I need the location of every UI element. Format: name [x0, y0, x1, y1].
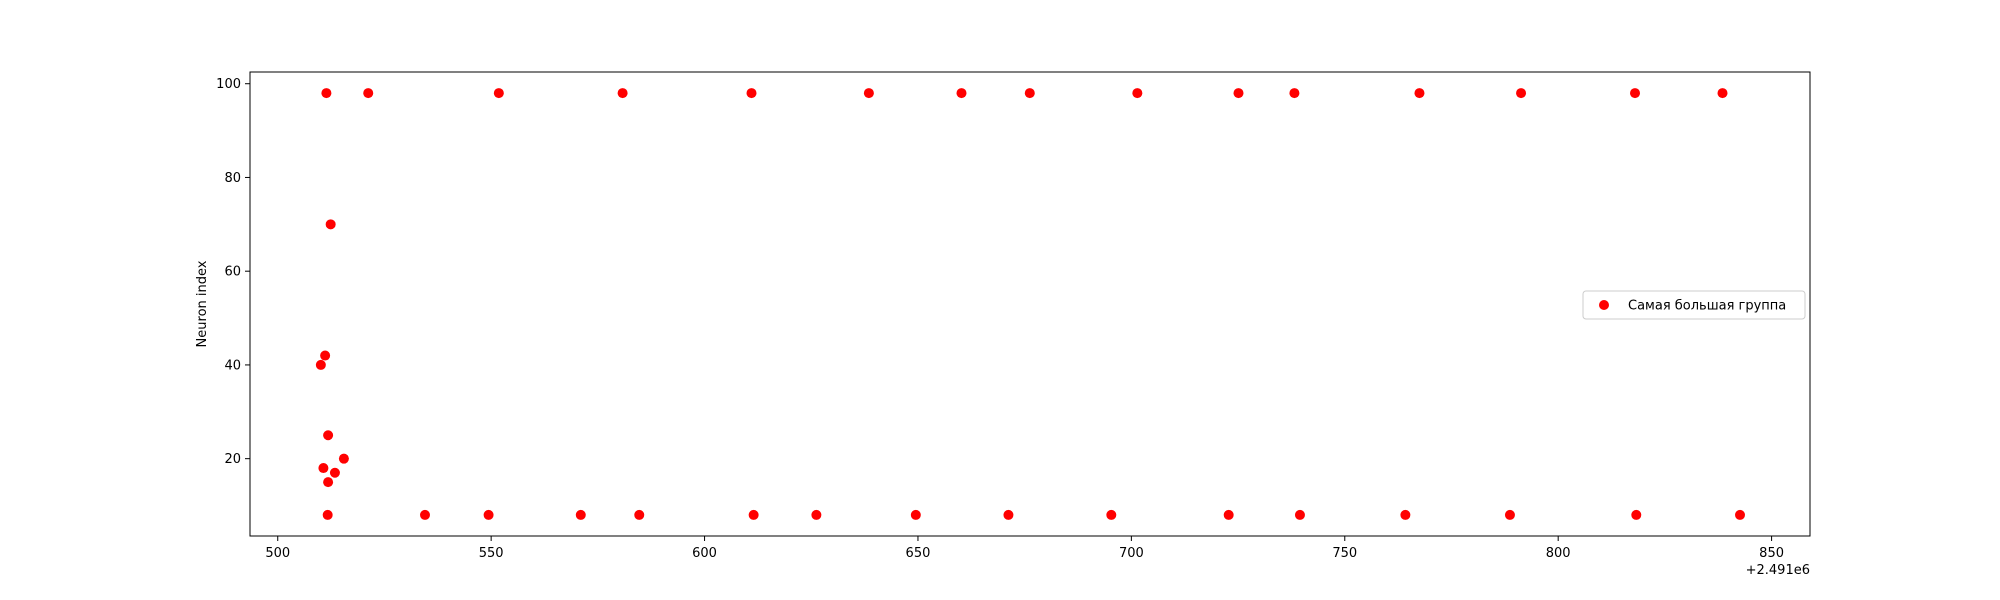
legend-box: [1582, 290, 1806, 320]
legend-marker: [1599, 300, 1609, 310]
scatter-point: [323, 430, 334, 441]
legend: Самая большая группа: [1582, 290, 1806, 320]
x-tick-label: 550: [479, 546, 504, 561]
x-tick-label: 500: [265, 546, 290, 561]
scatter-point: [746, 88, 757, 99]
x-tick-label: 650: [906, 546, 931, 561]
scatter-point: [1003, 509, 1014, 520]
scatter-point: [1630, 88, 1641, 99]
scatter-point: [1631, 509, 1642, 520]
scatter-point: [1294, 509, 1305, 520]
scatter-point: [320, 350, 331, 361]
scatter-point: [329, 467, 340, 478]
scatter-point: [1289, 88, 1300, 99]
scatter-point: [419, 509, 430, 520]
scatter-point: [1233, 88, 1244, 99]
y-tick-label: 60: [224, 265, 241, 280]
x-tick-label: 850: [1759, 546, 1784, 561]
scatter-point: [1504, 509, 1515, 520]
x-axis-offset-label: +2.491e6: [1746, 563, 1810, 578]
x-tick-label: 700: [1119, 546, 1144, 561]
scatter-point: [323, 477, 334, 488]
scatter-point: [363, 88, 374, 99]
scatter-point: [910, 509, 921, 520]
scatter-point: [325, 219, 336, 230]
scatter-point: [1400, 509, 1411, 520]
y-tick-label: 40: [224, 358, 241, 373]
legend-label: Самая большая группа: [1628, 299, 1786, 314]
scatter-point: [811, 509, 822, 520]
plot-frame: [249, 71, 1811, 537]
scatter-point: [617, 88, 628, 99]
scatter-point: [634, 509, 645, 520]
scatter-point: [956, 88, 967, 99]
scatter-point: [322, 509, 333, 520]
scatter-point: [1106, 509, 1117, 520]
scatter-point: [338, 453, 349, 464]
x-tick-label: 600: [692, 546, 717, 561]
x-tick-label: 750: [1332, 546, 1357, 561]
scatter-point: [1132, 88, 1143, 99]
scatter-point: [748, 509, 759, 520]
scatter-point: [318, 463, 329, 474]
scatter-point: [863, 88, 874, 99]
scatter-point: [321, 88, 332, 99]
scatter-point: [1735, 509, 1746, 520]
scatter-point: [1516, 88, 1527, 99]
y-tick-label: 80: [224, 171, 241, 186]
scatter-point: [1717, 88, 1728, 99]
scatter-point: [1024, 88, 1035, 99]
scatter-point: [493, 88, 504, 99]
scatter-point: [575, 509, 586, 520]
data-points: [315, 88, 1746, 520]
y-tick-label: 100: [216, 77, 241, 92]
y-axis-ticks: 20 40 60 80 100: [216, 77, 250, 467]
scatter-point: [315, 359, 326, 370]
scatter-point: [483, 509, 494, 520]
y-tick-label: 20: [224, 452, 241, 467]
scatter-point: [1414, 88, 1425, 99]
y-axis-label: Neuron index: [195, 260, 210, 347]
x-axis-ticks: 500 550 600 650 700 750 800 850: [265, 536, 1784, 561]
x-tick-label: 800: [1546, 546, 1571, 561]
scatter-point: [1223, 509, 1234, 520]
